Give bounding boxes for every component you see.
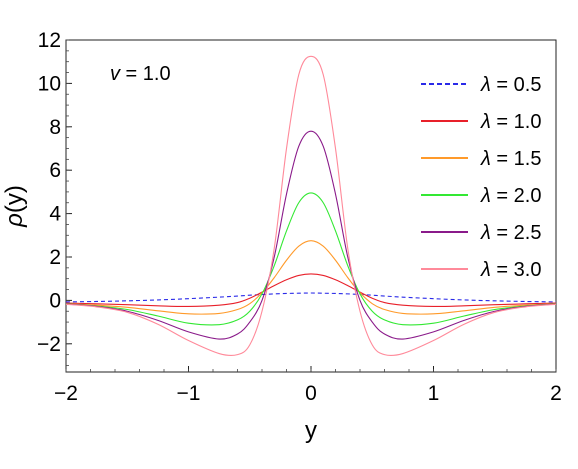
x-tick-label: 1: [428, 382, 440, 405]
legend-label-1: λ = 0.5: [480, 74, 541, 96]
annotation-symbol: v: [110, 63, 121, 85]
annotation-value: = 1.0: [120, 63, 171, 85]
y-tick-label: 2: [49, 246, 61, 269]
y-axis-label-arg: (y): [1, 185, 28, 213]
x-tick-label: −2: [54, 382, 78, 405]
legend-label-3: λ = 1.5: [480, 148, 541, 170]
parameter-annotation: v = 1.0: [110, 63, 171, 85]
legend-label-4: λ = 2.0: [480, 185, 541, 207]
y-axis-label: ρ(y): [1, 185, 28, 228]
series-line-5: [65, 130, 557, 340]
y-tick-label: 6: [49, 159, 61, 182]
y-tick-label: 10: [38, 72, 61, 95]
x-tick-label: 2: [550, 382, 562, 405]
series-line-3: [65, 240, 557, 315]
series-line-4: [65, 192, 557, 326]
legend-label-6: λ = 3.0: [480, 259, 541, 281]
y-axis-label-symbol: ρ: [1, 213, 28, 228]
y-tick-label: 0: [49, 289, 61, 312]
series-line-2: [65, 273, 557, 308]
series-line-6: [65, 55, 557, 357]
legend-label-2: λ = 1.0: [480, 111, 541, 133]
legend-label-5: λ = 2.5: [480, 222, 541, 244]
y-tick-label: 8: [49, 116, 61, 139]
x-tick-label: −1: [177, 382, 201, 405]
y-tick-label: 4: [49, 203, 61, 226]
y-tick-label: 12: [38, 29, 61, 52]
y-tick-label: −2: [37, 333, 61, 356]
x-axis-label: y: [305, 417, 317, 444]
x-tick-label: 0: [305, 382, 317, 405]
series-line-1: [65, 292, 557, 303]
